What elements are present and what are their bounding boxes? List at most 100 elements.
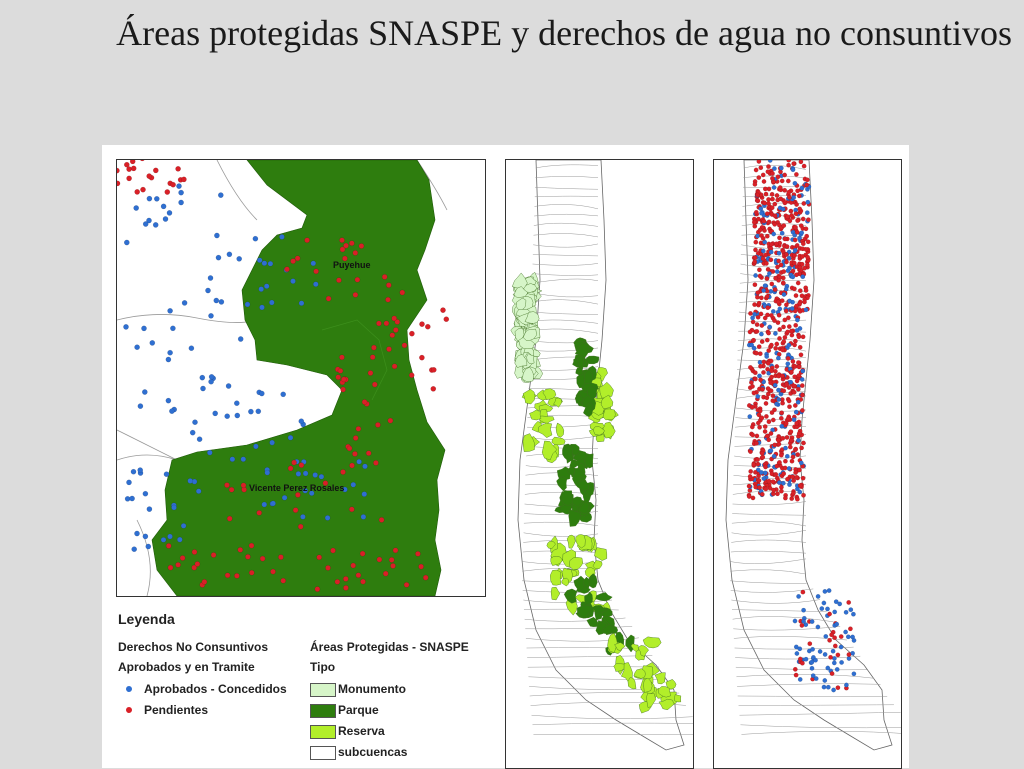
- water-right-approved-point: [230, 457, 235, 462]
- water-right-pending-point: [766, 267, 770, 271]
- water-right-pending-point: [753, 224, 757, 228]
- water-right-pending-point: [225, 573, 230, 578]
- water-right-approved-point: [241, 457, 246, 462]
- water-right-pending-point: [780, 411, 784, 415]
- water-right-pending-point: [181, 177, 186, 182]
- water-right-pending-point: [789, 329, 793, 333]
- snaspe-map-canvas: [506, 160, 693, 768]
- water-right-pending-point: [752, 391, 756, 395]
- water-right-pending-point: [166, 543, 171, 548]
- water-right-approved-point: [271, 501, 276, 506]
- water-right-approved-point: [168, 350, 173, 355]
- water-right-approved-point: [281, 392, 286, 397]
- water-right-pending-point: [792, 261, 796, 265]
- water-right-approved-point: [208, 275, 213, 280]
- water-right-approved-point: [804, 657, 808, 661]
- water-right-pending-point: [774, 472, 778, 476]
- water-right-pending-point: [767, 348, 771, 352]
- water-right-approved-point: [213, 411, 218, 416]
- water-right-pending-point: [773, 214, 777, 218]
- water-right-pending-point: [753, 371, 757, 375]
- water-right-approved-point: [207, 450, 212, 455]
- water-right-pending-point: [388, 418, 393, 423]
- water-right-approved-point: [200, 375, 205, 380]
- water-right-approved-point: [851, 612, 855, 616]
- water-right-pending-point: [773, 369, 777, 373]
- water-right-pending-point: [752, 220, 756, 224]
- water-right-pending-point: [766, 361, 770, 365]
- water-right-pending-point: [833, 644, 837, 648]
- water-right-pending-point: [771, 399, 775, 403]
- water-right-pending-point: [153, 168, 158, 173]
- water-right-approved-point: [361, 514, 366, 519]
- water-right-approved-point: [782, 292, 786, 296]
- water-right-approved-point: [844, 683, 848, 687]
- water-right-pending-point: [131, 166, 136, 171]
- water-right-pending-point: [794, 323, 798, 327]
- water-right-approved-point: [790, 306, 794, 310]
- water-right-pending-point: [351, 563, 356, 568]
- water-right-approved-point: [852, 672, 856, 676]
- water-right-approved-point: [259, 305, 264, 310]
- reserva-area: [674, 695, 681, 702]
- label-puyehue: Puyehue: [333, 260, 371, 270]
- water-right-pending-point: [760, 416, 764, 420]
- water-right-pending-point: [773, 287, 777, 291]
- areas-heading-1: Áreas Protegidas - SNASPE: [310, 640, 469, 654]
- water-right-pending-point: [750, 384, 754, 388]
- water-right-pending-point: [797, 468, 801, 472]
- water-right-pending-point: [802, 201, 806, 205]
- water-right-approved-point: [774, 402, 778, 406]
- water-right-pending-point: [798, 345, 802, 349]
- water-right-approved-point: [170, 326, 175, 331]
- water-right-pending-point: [366, 451, 371, 456]
- water-right-approved-point: [796, 594, 800, 598]
- water-right-approved-point: [822, 685, 826, 689]
- water-right-pending-point: [789, 209, 793, 213]
- water-right-pending-point: [168, 565, 173, 570]
- water-right-approved-point: [141, 326, 146, 331]
- water-right-pending-point: [754, 240, 758, 244]
- water-right-pending-point: [771, 480, 775, 484]
- water-right-pending-point: [766, 197, 770, 201]
- water-right-pending-point: [176, 166, 181, 171]
- water-right-pending-point: [827, 638, 831, 642]
- water-right-pending-point: [783, 188, 787, 192]
- water-right-pending-point: [805, 234, 809, 238]
- water-right-pending-point: [758, 409, 762, 413]
- water-right-pending-point: [402, 343, 407, 348]
- water-right-pending-point: [839, 634, 843, 638]
- water-right-pending-point: [799, 446, 803, 450]
- water-right-pending-point: [775, 265, 779, 269]
- water-right-approved-point: [256, 409, 261, 414]
- water-right-approved-point: [768, 160, 772, 163]
- water-right-pending-point: [777, 313, 781, 317]
- water-right-approved-point: [134, 531, 139, 536]
- water-right-pending-point: [352, 451, 357, 456]
- water-right-pending-point: [762, 179, 766, 183]
- water-right-approved-point: [143, 491, 148, 496]
- water-right-pending-point: [828, 655, 832, 659]
- water-right-pending-point: [801, 441, 805, 445]
- water-right-pending-point: [754, 485, 758, 489]
- water-right-pending-point: [792, 390, 796, 394]
- water-right-pending-point: [758, 352, 762, 356]
- water-right-pending-point: [326, 296, 331, 301]
- water-right-pending-point: [801, 590, 805, 594]
- water-right-approved-point: [825, 607, 829, 611]
- water-right-pending-point: [419, 322, 424, 327]
- water-right-approved-point: [161, 204, 166, 209]
- water-right-pending-point: [798, 483, 802, 487]
- water-right-approved-point: [810, 647, 814, 651]
- water-right-approved-point: [168, 308, 173, 313]
- water-right-approved-point: [820, 606, 824, 610]
- water-right-pending-point: [794, 293, 798, 297]
- areas-heading-2: Tipo: [310, 660, 335, 674]
- water-right-pending-point: [760, 323, 764, 327]
- parque-area: [586, 356, 599, 364]
- water-right-pending-point: [770, 472, 774, 476]
- water-right-pending-point: [756, 217, 760, 221]
- water-right-approved-point: [214, 298, 219, 303]
- water-right-approved-point: [826, 685, 830, 689]
- water-right-pending-point: [368, 370, 373, 375]
